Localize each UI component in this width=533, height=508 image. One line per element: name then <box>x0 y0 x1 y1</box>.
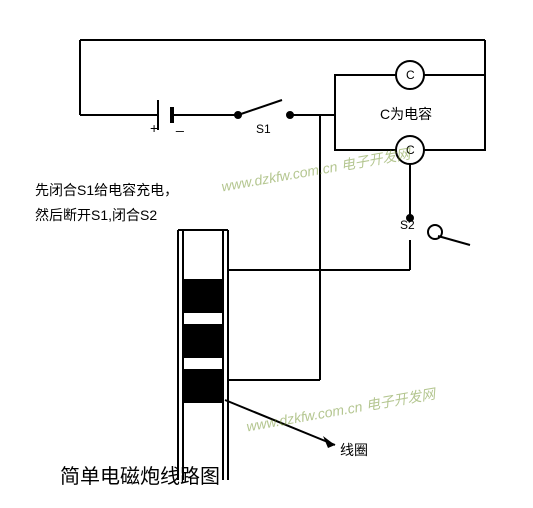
battery-plus-label: + <box>150 120 158 136</box>
s2-label: S2 <box>400 218 415 232</box>
coil-arrow-head <box>323 436 335 448</box>
coil-turn-1 <box>183 280 223 312</box>
instruction-line1: 先闭合S1给电容充电， <box>35 180 178 200</box>
coil-turn-3 <box>183 370 223 402</box>
switch2-arm <box>438 236 470 245</box>
battery-minus-label: _ <box>176 116 184 132</box>
diagram-title: 简单电磁炮线路图 <box>60 460 220 489</box>
switch1-arm <box>238 100 282 115</box>
s1-label: S1 <box>256 122 271 136</box>
instruction-line2: 然后断开S1,闭合S2 <box>35 205 157 225</box>
coil-turn-2 <box>183 325 223 357</box>
cap-label: C为电容 <box>380 104 432 124</box>
cap-top-c: C <box>406 68 415 82</box>
coil-label: 线圈 <box>340 440 368 460</box>
